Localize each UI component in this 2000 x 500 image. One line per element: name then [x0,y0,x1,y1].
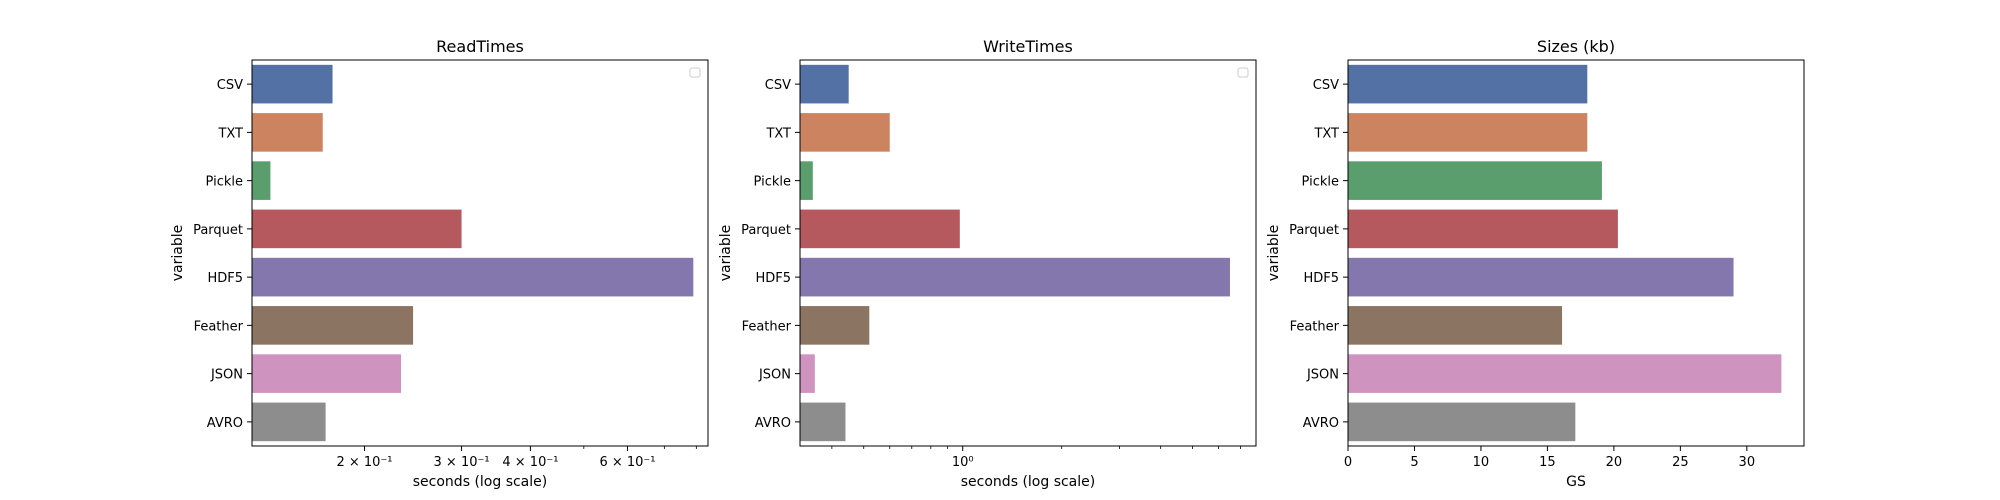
y-tick-label: CSV [217,78,243,93]
y-tick-label: AVRO [1303,416,1339,431]
plot-frame [1347,59,1805,447]
bar-avro [800,402,846,442]
y-tick-label: TXT [217,126,243,141]
chart-title: ReadTimes [436,37,524,56]
y-tick-label: JSON [758,368,791,383]
bar-avro [252,402,326,442]
y-axis-label: variable [170,225,186,281]
y-tick-label: HDF5 [207,271,243,286]
y-tick-label: HDF5 [755,271,791,286]
bar-parquet [1348,209,1618,249]
y-tick-label: AVRO [755,416,791,431]
y-tick-label: Pickle [754,175,791,190]
legend-box-empty [689,67,701,78]
x-tick-label: 6 × 10⁻¹ [599,455,655,470]
y-tick-label: HDF5 [1303,271,1339,286]
bar-pickle [800,161,813,200]
bar-hdf5 [1348,257,1734,297]
y-tick-label: CSV [765,78,791,93]
bar-csv [800,64,849,104]
y-tick-label: Feather [194,319,244,334]
bar-json [800,354,815,393]
bar-feather [800,306,870,345]
bar-feather [1348,306,1563,345]
chart-panel-1: CSV TXT Pickle Parquet HDF5 Feather JSON AVRO 2 … [170,37,709,490]
bar-pickle [252,161,271,200]
x-tick-label: 4 × 10⁻¹ [502,455,558,470]
bar-txt [1348,113,1588,152]
plot-frame [799,59,1257,447]
bar-csv [1348,64,1588,104]
bar-txt [252,113,323,152]
y-axis-label: variable [718,225,734,281]
chart-title: Sizes (kb) [1537,37,1615,56]
y-tick-label: CSV [1313,78,1339,93]
x-tick-label: 10 [1473,455,1490,470]
bar-hdf5 [252,257,694,297]
x-axis-label: GS [1566,474,1586,490]
bar-hdf5 [800,257,1230,297]
x-axis-label: seconds (log scale) [961,474,1095,490]
x-tick-label: 15 [1539,455,1556,470]
bar-txt [800,113,890,152]
x-tick-label: 20 [1606,455,1623,470]
y-tick-label: Feather [742,319,792,334]
bar-pickle [1348,161,1602,200]
x-tick-label: 2 × 10⁻¹ [336,455,392,470]
x-axis-label: seconds (log scale) [413,474,547,490]
y-tick-label: Parquet [741,223,791,238]
y-tick-label: Pickle [1302,175,1339,190]
y-tick-label: Parquet [193,223,243,238]
chart-panel-3: CSV TXT Pickle Parquet HDF5 Feather JSON AVRO 0 5… [1266,37,1805,490]
x-tick-label: 25 [1672,455,1689,470]
chart-title: WriteTimes [983,37,1073,56]
legend-box-empty [1237,67,1249,78]
x-tick-label: 30 [1739,455,1756,470]
plot-frame [251,59,709,447]
chart-panel-2: CSV TXT Pickle Parquet HDF5 Feather JSON AVRO 10… [718,37,1257,490]
bar-parquet [252,209,462,249]
y-tick-label: Feather [1290,319,1340,334]
y-tick-label: JSON [1306,368,1339,383]
y-axis-label: variable [1266,225,1282,281]
bar-avro [1348,402,1576,442]
bar-csv [252,64,333,104]
y-tick-label: AVRO [207,416,243,431]
bar-feather [252,306,414,345]
x-tick-label: 5 [1410,455,1418,470]
y-tick-label: TXT [1313,126,1339,141]
bar-json [1348,354,1782,393]
x-tick-label: 10⁰ [952,455,974,470]
y-tick-label: Pickle [206,175,243,190]
x-tick-label: 0 [1344,455,1352,470]
y-tick-label: Parquet [1289,223,1339,238]
bar-json [252,354,402,393]
x-tick-label: 3 × 10⁻¹ [434,455,490,470]
bar-parquet [800,209,960,249]
y-tick-label: TXT [765,126,791,141]
y-tick-label: JSON [210,368,243,383]
